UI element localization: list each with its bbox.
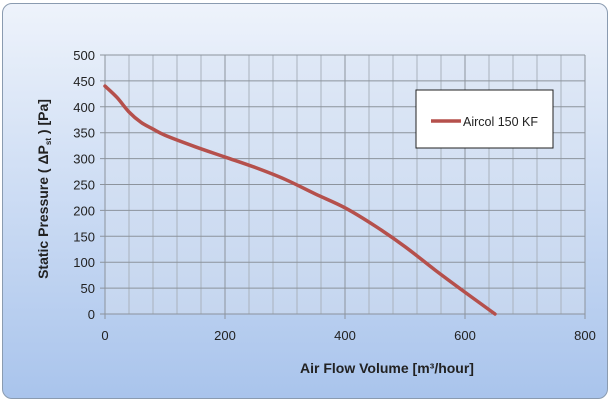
- y-tick-label: 50: [81, 281, 95, 296]
- x-tick-label: 800: [574, 328, 596, 343]
- y-tick-label: 0: [88, 307, 95, 322]
- x-tick-label: 0: [101, 328, 108, 343]
- y-tick-label: 100: [73, 255, 95, 270]
- y-tick-label: 450: [73, 74, 95, 89]
- y-axis-label: Static Pressure ( ΔPst ) [Pa]: [35, 99, 53, 279]
- x-tick-label: 600: [454, 328, 476, 343]
- y-tick-label: 400: [73, 100, 95, 115]
- x-tick-label: 200: [214, 328, 236, 343]
- series-line-aircol-150-kf: [103, 84, 497, 316]
- chart-frame: 0 50 100 150 200 250 300 350 400 450 500 0 200 400 600…: [2, 3, 608, 399]
- legend: Aircol 150 KF: [415, 89, 554, 149]
- y-tick-label: 300: [73, 152, 95, 167]
- line-chart: 0 50 100 150 200 250 300 350 400 450 500 0 200 400 600…: [35, 48, 596, 376]
- y-tick-label: 500: [73, 48, 95, 63]
- y-tick-label: 150: [73, 229, 95, 244]
- x-tick-label: 400: [334, 328, 356, 343]
- legend-label: Aircol 150 KF: [463, 115, 538, 129]
- y-tick-label: 250: [73, 178, 95, 193]
- x-axis-label: Air Flow Volume [m³/hour]: [300, 360, 474, 376]
- y-tick-label: 200: [73, 203, 95, 218]
- y-tick-label: 350: [73, 126, 95, 141]
